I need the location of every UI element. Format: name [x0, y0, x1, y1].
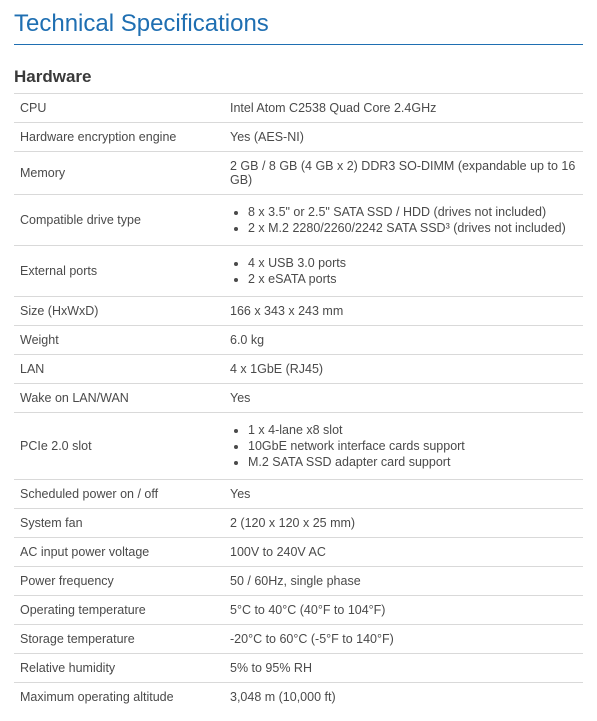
list-item: 2 x M.2 2280/2260/2242 SATA SSD³ (drives… — [248, 220, 577, 236]
spec-value: Yes — [224, 480, 583, 509]
table-row: CPUIntel Atom C2538 Quad Core 2.4GHz — [14, 94, 583, 123]
list-item: 8 x 3.5" or 2.5" SATA SSD / HDD (drives … — [248, 204, 577, 220]
spec-label: Compatible drive type — [14, 195, 224, 246]
list-item: 2 x eSATA ports — [248, 271, 577, 287]
spec-value: 3,048 m (10,000 ft) — [224, 683, 583, 712]
spec-value: 50 / 60Hz, single phase — [224, 567, 583, 596]
spec-value: Intel Atom C2538 Quad Core 2.4GHz — [224, 94, 583, 123]
spec-label: Relative humidity — [14, 654, 224, 683]
table-row: Power frequency50 / 60Hz, single phase — [14, 567, 583, 596]
list-item: 1 x 4-lane x8 slot — [248, 422, 577, 438]
spec-value: 5% to 95% RH — [224, 654, 583, 683]
spec-label: LAN — [14, 355, 224, 384]
table-row: LAN4 x 1GbE (RJ45) — [14, 355, 583, 384]
spec-table: CPUIntel Atom C2538 Quad Core 2.4GHzHard… — [14, 93, 583, 711]
spec-value: 8 x 3.5" or 2.5" SATA SSD / HDD (drives … — [224, 195, 583, 246]
spec-label: PCIe 2.0 slot — [14, 413, 224, 480]
spec-value: 2 GB / 8 GB (4 GB x 2) DDR3 SO-DIMM (exp… — [224, 152, 583, 195]
spec-value: 2 (120 x 120 x 25 mm) — [224, 509, 583, 538]
spec-value: 5°C to 40°C (40°F to 104°F) — [224, 596, 583, 625]
spec-label: Operating temperature — [14, 596, 224, 625]
table-row: Maximum operating altitude3,048 m (10,00… — [14, 683, 583, 712]
spec-label: Storage temperature — [14, 625, 224, 654]
spec-label: External ports — [14, 246, 224, 297]
spec-value: 4 x 1GbE (RJ45) — [224, 355, 583, 384]
spec-value: 100V to 240V AC — [224, 538, 583, 567]
spec-label: Weight — [14, 326, 224, 355]
spec-value-list: 8 x 3.5" or 2.5" SATA SSD / HDD (drives … — [230, 204, 577, 236]
spec-label: CPU — [14, 94, 224, 123]
spec-label: Memory — [14, 152, 224, 195]
list-item: 10GbE network interface cards support — [248, 438, 577, 454]
spec-value: 1 x 4-lane x8 slot10GbE network interfac… — [224, 413, 583, 480]
spec-label: AC input power voltage — [14, 538, 224, 567]
table-row: Wake on LAN/WANYes — [14, 384, 583, 413]
spec-value: 166 x 343 x 243 mm — [224, 297, 583, 326]
table-row: PCIe 2.0 slot1 x 4-lane x8 slot10GbE net… — [14, 413, 583, 480]
table-row: Compatible drive type 8 x 3.5" or 2.5" SA… — [14, 195, 583, 246]
spec-label: Power frequency — [14, 567, 224, 596]
spec-label: Scheduled power on / off — [14, 480, 224, 509]
list-item: M.2 SATA SSD adapter card support — [248, 454, 577, 470]
section-title: Hardware — [14, 67, 583, 87]
spec-label: Size (HxWxD) — [14, 297, 224, 326]
spec-label: Wake on LAN/WAN — [14, 384, 224, 413]
spec-value: Yes — [224, 384, 583, 413]
table-row: External ports4 x USB 3.0 ports2 x eSATA… — [14, 246, 583, 297]
table-row: Memory2 GB / 8 GB (4 GB x 2) DDR3 SO-DIM… — [14, 152, 583, 195]
spec-value: 6.0 kg — [224, 326, 583, 355]
table-row: Weight6.0 kg — [14, 326, 583, 355]
table-row: Operating temperature5°C to 40°C (40°F t… — [14, 596, 583, 625]
table-row: AC input power voltage100V to 240V AC — [14, 538, 583, 567]
table-row: Relative humidity5% to 95% RH — [14, 654, 583, 683]
table-row: Scheduled power on / offYes — [14, 480, 583, 509]
spec-label: Hardware encryption engine — [14, 123, 224, 152]
spec-value: -20°C to 60°C (-5°F to 140°F) — [224, 625, 583, 654]
table-row: Size (HxWxD)166 x 343 x 243 mm — [14, 297, 583, 326]
table-row: Storage temperature-20°C to 60°C (-5°F t… — [14, 625, 583, 654]
spec-label: Maximum operating altitude — [14, 683, 224, 712]
spec-value: 4 x USB 3.0 ports2 x eSATA ports — [224, 246, 583, 297]
page-title: Technical Specifications — [14, 10, 583, 45]
spec-value-list: 1 x 4-lane x8 slot10GbE network interfac… — [230, 422, 577, 470]
spec-table-body: CPUIntel Atom C2538 Quad Core 2.4GHzHard… — [14, 94, 583, 712]
spec-label: System fan — [14, 509, 224, 538]
table-row: Hardware encryption engineYes (AES-NI) — [14, 123, 583, 152]
spec-value: Yes (AES-NI) — [224, 123, 583, 152]
table-row: System fan2 (120 x 120 x 25 mm) — [14, 509, 583, 538]
list-item: 4 x USB 3.0 ports — [248, 255, 577, 271]
spec-value-list: 4 x USB 3.0 ports2 x eSATA ports — [230, 255, 577, 287]
